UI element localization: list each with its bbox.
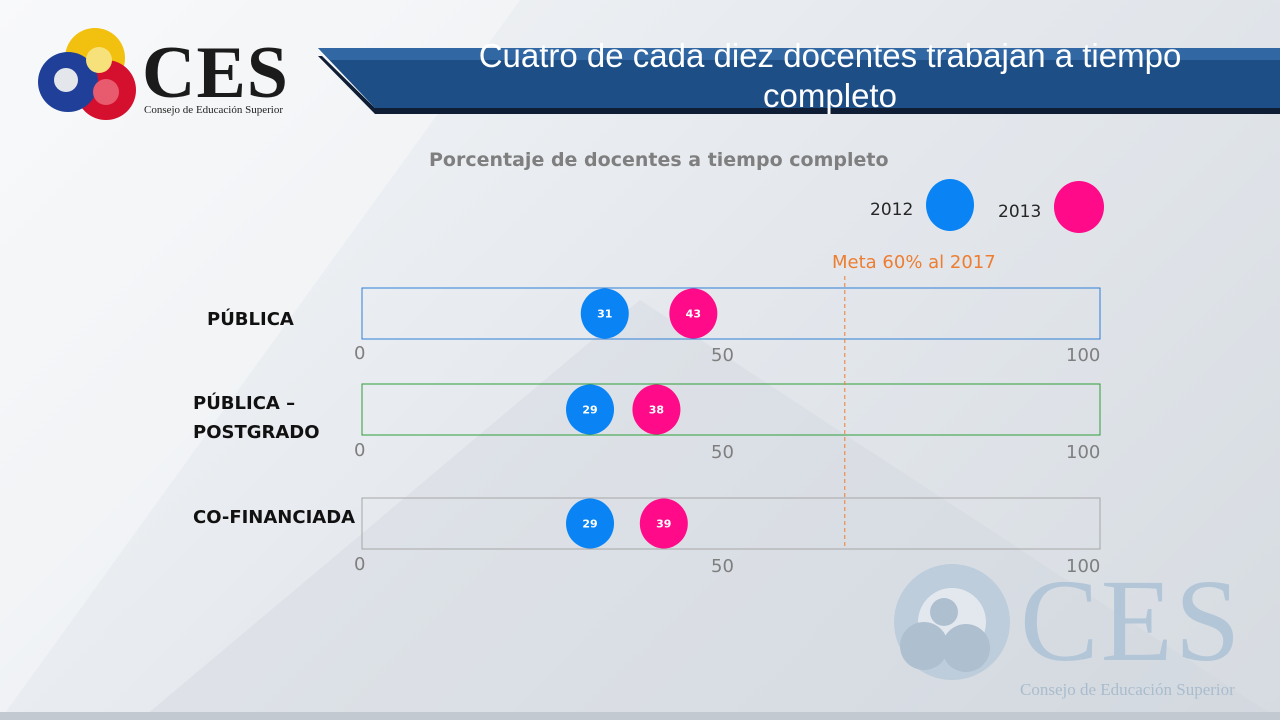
data-point-2013 xyxy=(669,288,718,339)
row-label-line: POSTGRADO xyxy=(193,422,320,443)
legend-label-2013: 2013 xyxy=(998,202,1042,222)
tick-label: 0 xyxy=(354,343,366,364)
tick-label: 0 xyxy=(354,440,366,461)
data-point-2013 xyxy=(639,498,688,549)
row-label-line: PÚBLICA – xyxy=(193,393,296,414)
tick-label: 100 xyxy=(1066,556,1101,577)
row-label-2: PÚBLICA – POSTGRADO xyxy=(193,389,320,447)
row-track-1 xyxy=(361,287,1101,340)
legend-label-2012: 2012 xyxy=(870,200,914,220)
tick-label: 50 xyxy=(711,556,734,577)
legend-marker-2012 xyxy=(926,179,974,231)
row-label-1: PÚBLICA xyxy=(207,305,294,334)
logo-text: CES xyxy=(142,32,289,114)
data-point-2013 xyxy=(632,384,681,435)
data-label-2013: 43 xyxy=(686,308,701,321)
row-label-line: CO-FINANCIADA xyxy=(193,507,356,528)
tick-label: 100 xyxy=(1066,345,1101,366)
goal-label: Meta 60% al 2017 xyxy=(832,252,996,273)
data-label-2012: 29 xyxy=(582,518,597,531)
logo-subtitle: Consejo de Educación Superior xyxy=(144,104,283,116)
legend-marker-2013 xyxy=(1054,181,1104,233)
data-point-2012 xyxy=(566,498,615,549)
data-label-2013: 38 xyxy=(649,404,664,417)
data-point-2012 xyxy=(566,384,615,435)
watermark-subtitle: Consejo de Educación Superior xyxy=(1020,680,1235,699)
row-track-3 xyxy=(361,497,1101,550)
tick-label: 0 xyxy=(354,554,366,575)
data-label-2012: 29 xyxy=(582,404,597,417)
tick-label: 100 xyxy=(1066,442,1101,463)
data-label-2012: 31 xyxy=(597,308,612,321)
ces-logo-icon xyxy=(38,28,136,120)
header-band xyxy=(318,48,1280,114)
data-point-2012 xyxy=(580,288,629,339)
slide-title: Cuatro de cada diez docentes trabajan a … xyxy=(478,37,1182,114)
watermark-text: CES xyxy=(1020,555,1243,686)
chart-title: Porcentaje de docentes a tiempo completo xyxy=(429,149,889,171)
row-track-2 xyxy=(361,383,1101,436)
data-label-2013: 39 xyxy=(656,518,671,531)
tick-label: 50 xyxy=(711,345,734,366)
tick-label: 50 xyxy=(711,442,734,463)
row-label-3: CO-FINANCIADA xyxy=(193,503,355,532)
row-label-line: PÚBLICA xyxy=(207,309,294,330)
ces-watermark-icon xyxy=(894,564,1010,680)
